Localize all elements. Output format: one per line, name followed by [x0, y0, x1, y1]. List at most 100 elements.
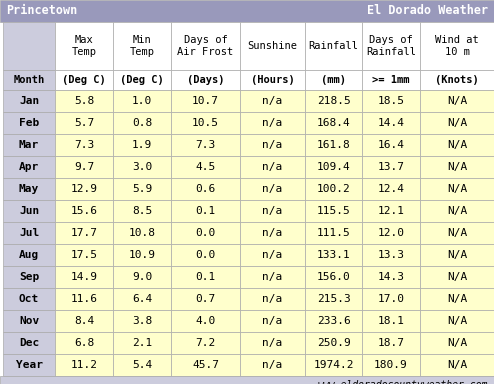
Bar	[55, 156, 113, 178]
Text: 168.4: 168.4	[317, 118, 350, 128]
Text: Min
Temp: Min Temp	[129, 35, 155, 57]
Bar	[240, 112, 305, 134]
Bar	[171, 112, 240, 134]
Bar	[0, 0, 494, 22]
Bar	[113, 134, 171, 156]
Text: n/a: n/a	[262, 360, 283, 370]
Text: 115.5: 115.5	[317, 206, 350, 216]
Text: 233.6: 233.6	[317, 316, 350, 326]
Bar	[420, 200, 494, 222]
Bar	[362, 200, 420, 222]
Text: N/A: N/A	[447, 250, 467, 260]
Bar	[305, 90, 362, 112]
Text: N/A: N/A	[447, 96, 467, 106]
Text: 0.0: 0.0	[195, 250, 215, 260]
Text: Month: Month	[13, 75, 44, 85]
Text: n/a: n/a	[262, 228, 283, 238]
Bar	[171, 244, 240, 266]
Bar	[305, 222, 362, 244]
Bar	[420, 22, 494, 70]
Text: 100.2: 100.2	[317, 184, 350, 194]
Text: Jul: Jul	[19, 228, 39, 238]
Text: n/a: n/a	[262, 96, 283, 106]
Text: 6.4: 6.4	[132, 294, 152, 304]
Bar	[420, 354, 494, 376]
Bar	[3, 200, 55, 222]
Bar	[420, 288, 494, 310]
Text: (Deg C): (Deg C)	[62, 75, 106, 85]
Bar	[171, 90, 240, 112]
Text: 111.5: 111.5	[317, 228, 350, 238]
Text: 3.0: 3.0	[132, 162, 152, 172]
Bar	[240, 134, 305, 156]
Bar	[240, 288, 305, 310]
Bar	[362, 156, 420, 178]
Bar	[305, 244, 362, 266]
Bar	[305, 112, 362, 134]
Bar	[171, 332, 240, 354]
Text: 8.4: 8.4	[74, 316, 94, 326]
Bar	[113, 310, 171, 332]
Bar	[362, 112, 420, 134]
Bar	[362, 354, 420, 376]
Text: 6.8: 6.8	[74, 338, 94, 348]
Bar	[305, 310, 362, 332]
Text: n/a: n/a	[262, 118, 283, 128]
Bar	[240, 90, 305, 112]
Text: 1.9: 1.9	[132, 140, 152, 150]
Text: N/A: N/A	[447, 228, 467, 238]
Text: 0.1: 0.1	[195, 206, 215, 216]
Text: May: May	[19, 184, 39, 194]
Bar	[362, 178, 420, 200]
Bar	[55, 22, 113, 70]
Text: 17.5: 17.5	[71, 250, 97, 260]
Text: Wind at
10 m: Wind at 10 m	[435, 35, 479, 57]
Bar	[113, 90, 171, 112]
Bar	[171, 22, 240, 70]
Bar	[420, 332, 494, 354]
Text: 5.9: 5.9	[132, 184, 152, 194]
Text: Mar: Mar	[19, 140, 39, 150]
Text: 14.9: 14.9	[71, 272, 97, 282]
Bar	[3, 310, 55, 332]
Text: Days of
Air Frost: Days of Air Frost	[177, 35, 234, 57]
Text: 18.1: 18.1	[377, 316, 405, 326]
Bar	[240, 178, 305, 200]
Bar	[305, 200, 362, 222]
Bar	[113, 178, 171, 200]
Bar	[171, 354, 240, 376]
Text: n/a: n/a	[262, 250, 283, 260]
Text: 8.5: 8.5	[132, 206, 152, 216]
Text: 11.6: 11.6	[71, 294, 97, 304]
Text: n/a: n/a	[262, 272, 283, 282]
Bar	[305, 178, 362, 200]
Text: 180.9: 180.9	[374, 360, 408, 370]
Text: 18.5: 18.5	[377, 96, 405, 106]
Bar	[3, 70, 55, 90]
Text: 161.8: 161.8	[317, 140, 350, 150]
Text: N/A: N/A	[447, 338, 467, 348]
Text: n/a: n/a	[262, 206, 283, 216]
Text: 15.6: 15.6	[71, 206, 97, 216]
Text: 9.0: 9.0	[132, 272, 152, 282]
Text: 16.4: 16.4	[377, 140, 405, 150]
Text: 7.2: 7.2	[195, 338, 215, 348]
Text: 250.9: 250.9	[317, 338, 350, 348]
Bar	[55, 266, 113, 288]
Bar	[362, 288, 420, 310]
Bar	[113, 332, 171, 354]
Text: 7.3: 7.3	[195, 140, 215, 150]
Bar	[362, 90, 420, 112]
Text: 215.3: 215.3	[317, 294, 350, 304]
Bar	[171, 200, 240, 222]
Text: n/a: n/a	[262, 338, 283, 348]
Bar	[240, 332, 305, 354]
Bar	[305, 22, 362, 70]
Bar	[305, 354, 362, 376]
Bar	[240, 70, 305, 90]
Bar	[171, 156, 240, 178]
Text: N/A: N/A	[447, 206, 467, 216]
Bar	[3, 112, 55, 134]
Text: Jan: Jan	[19, 96, 39, 106]
Bar	[240, 266, 305, 288]
